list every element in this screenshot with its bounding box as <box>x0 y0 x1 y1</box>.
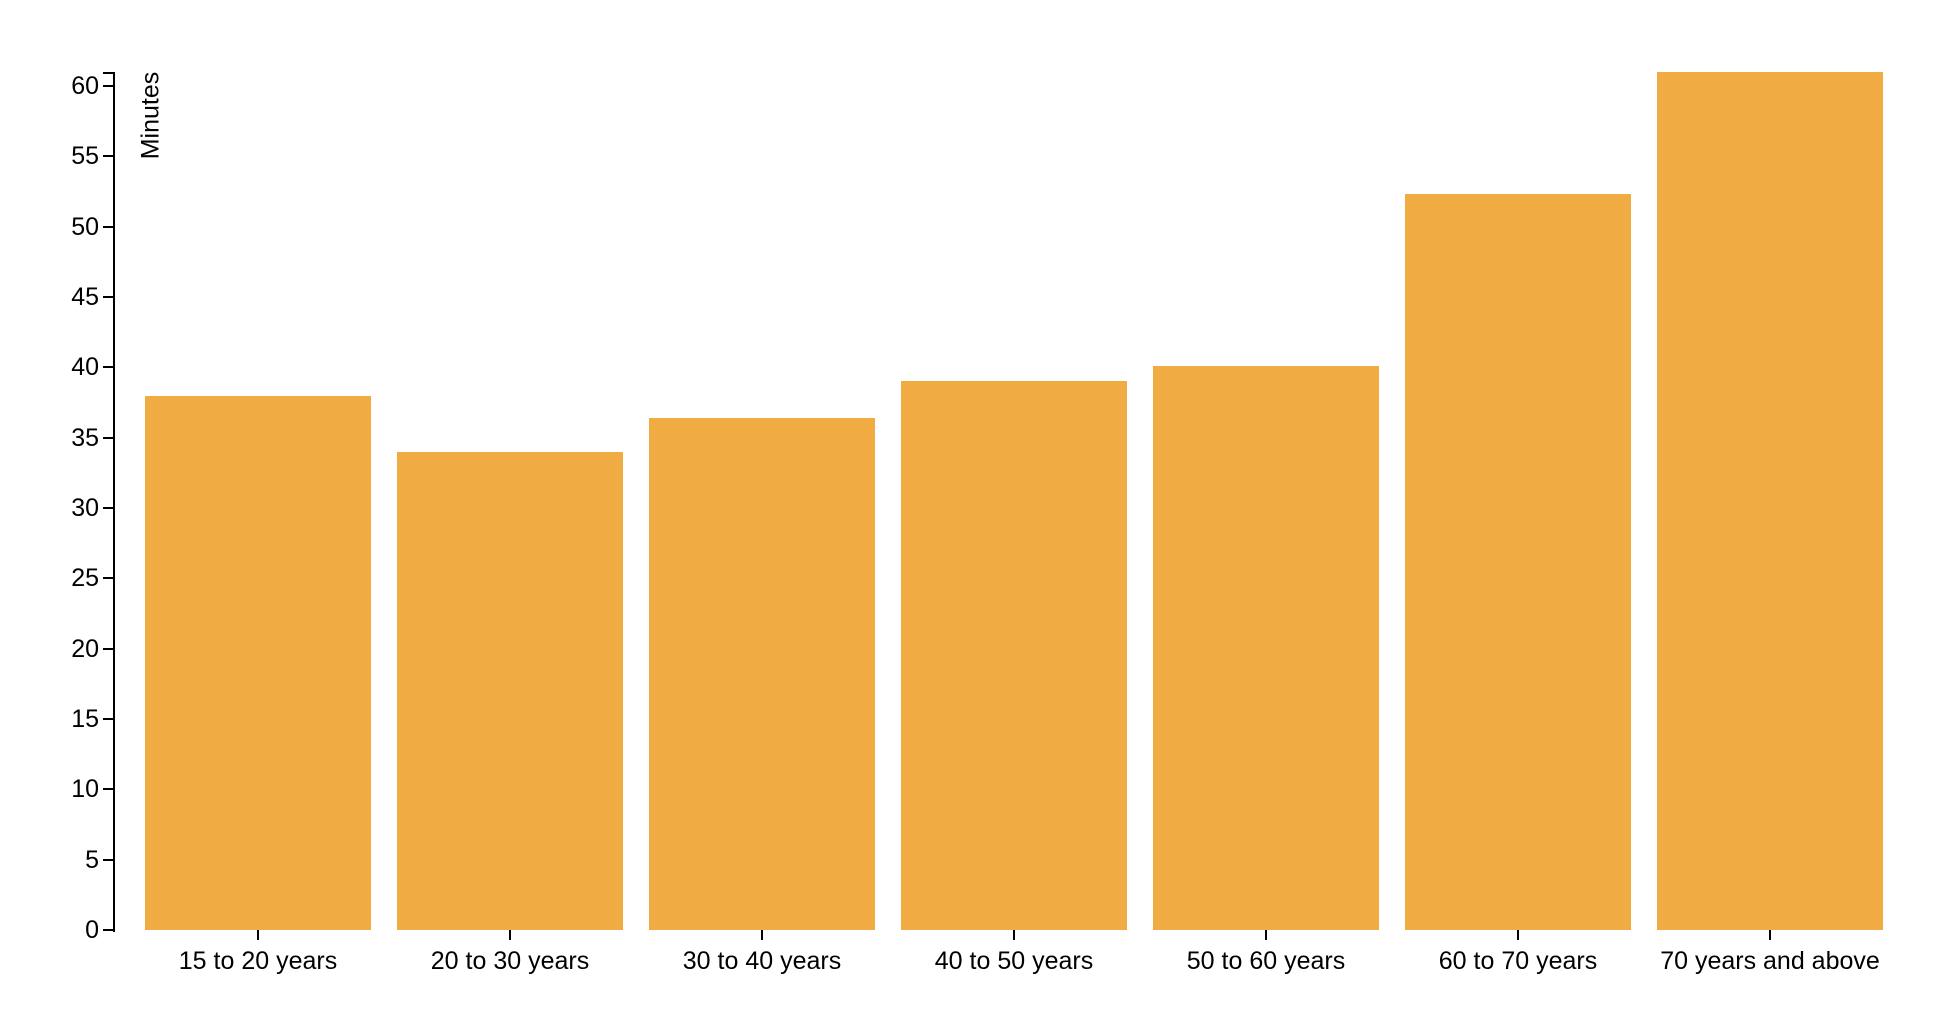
x-tick-label: 50 to 60 years <box>1186 947 1346 975</box>
y-tick-mark <box>103 859 113 861</box>
x-tick-label: 40 to 50 years <box>934 947 1094 975</box>
x-tick-mark <box>1013 930 1015 940</box>
y-tick-mark <box>103 296 113 298</box>
y-tick-label: 40 <box>71 353 99 382</box>
y-tick-label: 55 <box>71 142 99 171</box>
x-tick-label: 60 to 70 years <box>1438 947 1598 975</box>
y-tick-label: 45 <box>71 283 99 312</box>
y-tick-label: 25 <box>71 564 99 593</box>
y-tick-mark <box>103 929 113 931</box>
y-tick-mark <box>103 366 113 368</box>
y-tick-mark <box>103 788 113 790</box>
y-tick-label: 30 <box>71 494 99 523</box>
y-tick-mark <box>103 648 113 650</box>
x-tick-label: 30 to 40 years <box>682 947 842 975</box>
y-tick-mark <box>103 437 113 439</box>
y-axis-line <box>113 72 115 932</box>
y-tick-label: 20 <box>71 634 99 663</box>
y-tick-label: 5 <box>85 845 99 874</box>
x-tick-mark <box>1517 930 1519 940</box>
y-tick-label: 60 <box>71 72 99 101</box>
y-tick-mark <box>103 507 113 509</box>
x-tick-label: 70 years and above <box>1660 947 1880 975</box>
x-tick-mark <box>1265 930 1267 940</box>
y-tick-mark <box>103 718 113 720</box>
bar <box>1405 194 1631 930</box>
bar <box>901 381 1127 930</box>
x-tick-mark <box>1769 930 1771 940</box>
y-tick-mark <box>103 155 113 157</box>
bar <box>397 451 623 930</box>
x-tick-mark <box>257 930 259 940</box>
y-axis-title: Minutes <box>136 71 165 160</box>
bar <box>1153 365 1379 930</box>
x-tick-mark <box>761 930 763 940</box>
y-tick-label: 35 <box>71 423 99 452</box>
y-tick-label: 0 <box>85 916 99 944</box>
x-tick-mark <box>509 930 511 940</box>
bar <box>1657 72 1883 930</box>
y-axis-top-cap <box>103 72 113 74</box>
y-tick-mark <box>103 226 113 228</box>
y-tick-mark <box>103 85 113 87</box>
bar <box>145 395 371 930</box>
y-tick-label: 50 <box>71 212 99 241</box>
y-tick-label: 10 <box>71 775 99 804</box>
y-tick-mark <box>103 577 113 579</box>
y-tick-label: 15 <box>71 705 99 734</box>
bar <box>649 418 875 930</box>
x-tick-label: 15 to 20 years <box>178 947 338 975</box>
x-tick-label: 20 to 30 years <box>430 947 590 975</box>
